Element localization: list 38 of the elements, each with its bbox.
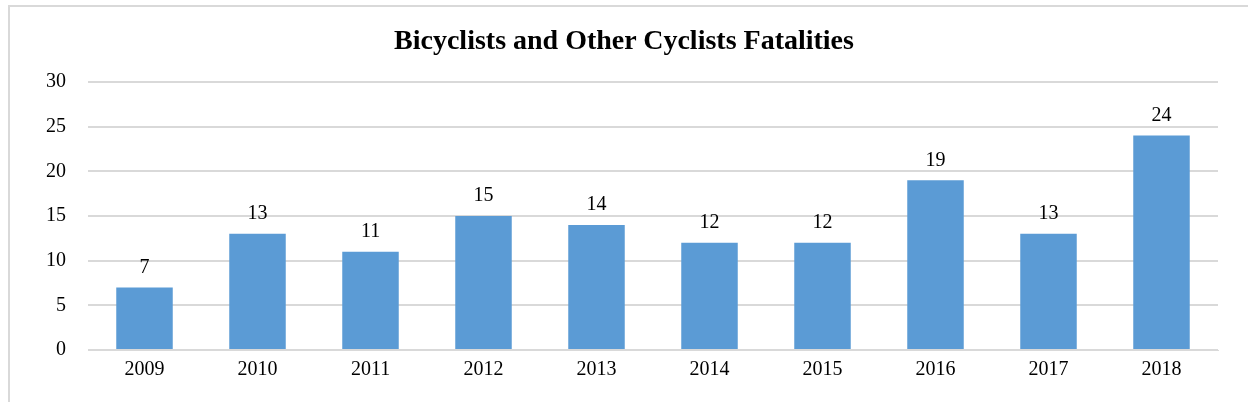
data-label: 13 bbox=[1038, 201, 1059, 224]
data-label: 12 bbox=[699, 210, 720, 233]
data-label: 13 bbox=[247, 201, 268, 224]
y-tick-label: 0 bbox=[56, 337, 66, 360]
chart-title: Bicyclists and Other Cyclists Fatalities bbox=[393, 24, 855, 56]
x-tick-label: 2015 bbox=[802, 357, 843, 380]
bar bbox=[1020, 233, 1077, 349]
y-tick-label: 20 bbox=[46, 158, 66, 181]
bar bbox=[1133, 135, 1190, 349]
y-tick-label: 5 bbox=[56, 292, 66, 315]
y-tick-label: 10 bbox=[46, 247, 66, 270]
data-label: 24 bbox=[1151, 102, 1172, 125]
x-tick-label: 2017 bbox=[1028, 357, 1069, 380]
x-tick-label: 2018 bbox=[1141, 357, 1182, 380]
x-tick-label: 2009 bbox=[124, 357, 165, 380]
bar bbox=[116, 287, 173, 349]
data-label: 12 bbox=[812, 210, 833, 233]
y-tick-label: 15 bbox=[46, 203, 66, 226]
y-tick-label: 25 bbox=[46, 113, 66, 136]
x-tick-label: 2016 bbox=[915, 357, 956, 380]
bar bbox=[907, 180, 964, 349]
bar bbox=[681, 242, 738, 349]
x-tick-label: 2012 bbox=[463, 357, 504, 380]
x-tick-label: 2013 bbox=[576, 357, 617, 380]
data-label: 15 bbox=[473, 183, 494, 206]
bar bbox=[342, 251, 399, 349]
x-tick-label: 2010 bbox=[237, 357, 278, 380]
bar bbox=[229, 233, 286, 349]
bar bbox=[455, 216, 512, 349]
y-tick-label: 30 bbox=[46, 69, 66, 92]
bar bbox=[568, 224, 625, 349]
data-label: 7 bbox=[139, 254, 150, 277]
data-label: 11 bbox=[360, 218, 381, 241]
x-tick-label: 2011 bbox=[350, 357, 391, 380]
data-label: 19 bbox=[925, 147, 946, 170]
data-label: 14 bbox=[586, 192, 607, 215]
x-tick-label: 2014 bbox=[689, 357, 730, 380]
bar bbox=[794, 242, 851, 349]
